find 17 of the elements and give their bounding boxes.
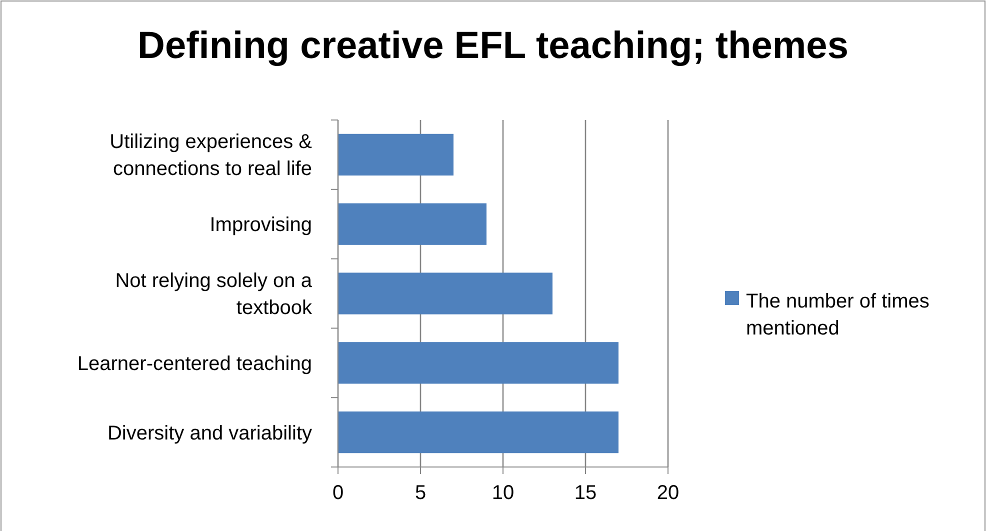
x-tick-label: 20 — [656, 482, 680, 504]
bar — [338, 411, 618, 454]
y-tick-label: Not relying solely on a textbook — [115, 270, 313, 319]
bar — [338, 342, 618, 384]
y-tick-label: Learner-centered teaching — [77, 352, 312, 375]
x-tick-label: 5 — [414, 482, 426, 504]
y-tick-label: Improvising — [210, 214, 312, 236]
y-tick-label: Diversity and variability — [107, 422, 312, 444]
chart-title: Defining creative EFL teaching; themes — [138, 25, 848, 67]
x-tick-label: 10 — [492, 482, 514, 504]
x-tick-label: 15 — [574, 482, 597, 504]
y-tick-label: Utilizing experiences & connections to real life — [110, 131, 313, 180]
legend-label: The number of times mentioned — [746, 290, 930, 340]
bar — [338, 134, 454, 176]
bar — [338, 272, 552, 314]
bar — [338, 203, 486, 245]
x-tick-label: 0 — [332, 482, 344, 504]
